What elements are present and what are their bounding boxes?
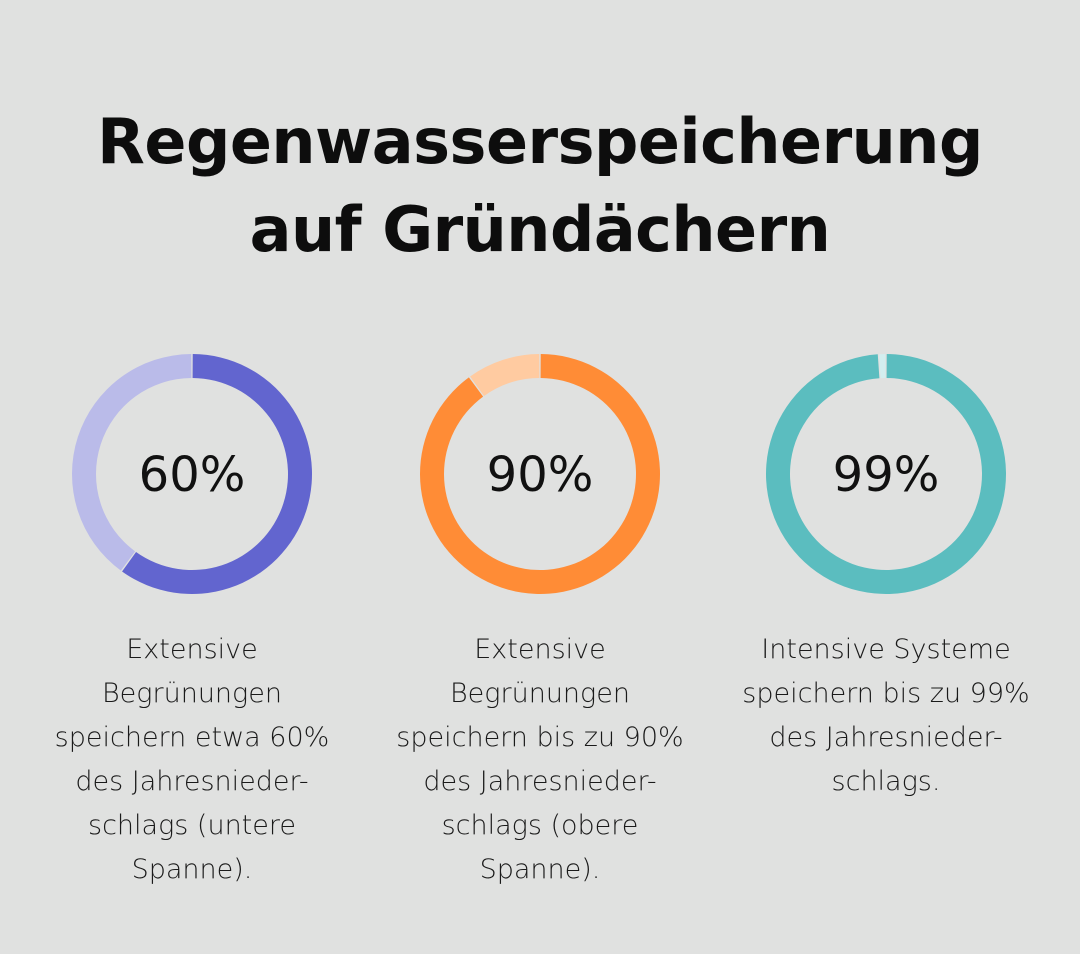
description-line: des Jahresnieder- <box>423 766 657 797</box>
donut-chart-2: 99% <box>766 354 1006 594</box>
description-line: Begrünungen <box>450 678 630 709</box>
description-line: Intensive Systeme <box>761 634 1011 665</box>
donut-segment-rest <box>71 354 192 571</box>
description-line: Extensive <box>126 634 258 665</box>
donut-segment-value <box>122 354 312 594</box>
donut-percent-label: 60% <box>139 447 246 503</box>
title-line-2: auf Gründächern <box>249 193 831 266</box>
donut-segment-rest <box>879 354 886 379</box>
description-line: speichern bis zu 90% <box>396 722 684 753</box>
description-line: speichern bis zu 99% <box>742 678 1030 709</box>
description-line: schlags (untere <box>88 810 296 841</box>
donut-chart-1: 90% <box>420 354 660 594</box>
stat-panel-1: 90% Extensive Begrünungen speichern bis … <box>370 352 710 892</box>
stat-description-1: Extensive Begrünungen speichern bis zu 9… <box>370 628 710 892</box>
stat-panel-0: 60% Extensive Begrünungen speichern etwa… <box>22 352 362 892</box>
description-line: des Jahresnieder- <box>769 722 1003 753</box>
description-line: schlags. <box>831 766 941 797</box>
title-line-1: Regenwasserspeicherung <box>97 105 983 178</box>
description-line: Spanne). <box>479 854 601 885</box>
stat-panel-2: 99% Intensive Systeme speichern bis zu 9… <box>716 352 1056 804</box>
description-line: schlags (obere <box>441 810 639 841</box>
description-line: Begrünungen <box>102 678 282 709</box>
description-line: speichern etwa 60% <box>54 722 330 753</box>
description-line: des Jahresnieder- <box>75 766 309 797</box>
donut-percent-label: 90% <box>487 447 594 503</box>
stat-description-2: Intensive Systeme speichern bis zu 99% d… <box>716 628 1056 804</box>
description-line: Spanne). <box>131 854 253 885</box>
donut-segment-rest <box>470 354 540 396</box>
donut-chart-0: 60% <box>71 354 312 594</box>
donut-percent-label: 99% <box>833 447 940 503</box>
description-line: Extensive <box>474 634 606 665</box>
stat-description-0: Extensive Begrünungen speichern etwa 60%… <box>22 628 362 892</box>
page-title: Regenwasserspeicherung auf Gründächern <box>0 98 1080 274</box>
